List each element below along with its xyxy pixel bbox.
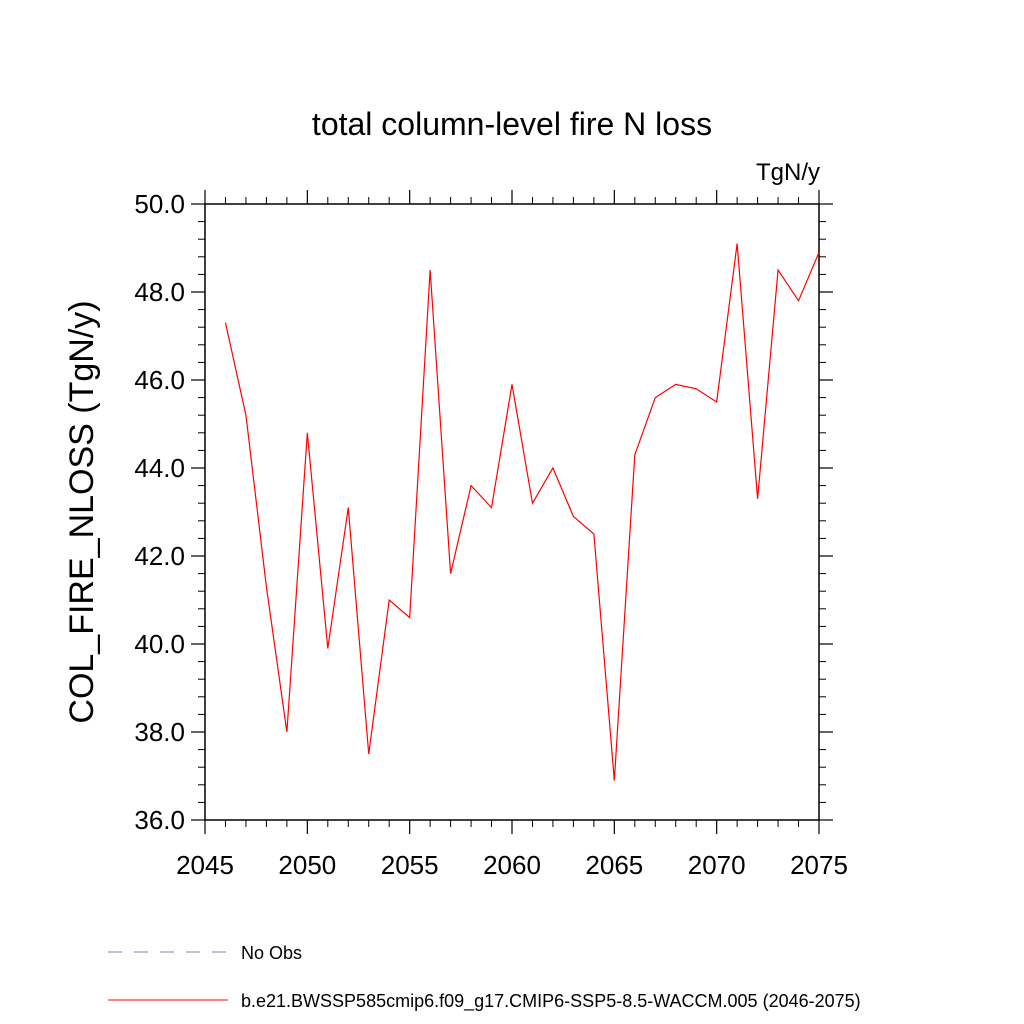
legend: No Obs b.e21.BWSSP585cmip6.f09_g17.CMIP6-… xyxy=(108,943,861,1012)
y-tick-label: 36.0 xyxy=(134,805,185,835)
legend-label: b.e21.BWSSP585cmip6.f09_g17.CMIP6-SSP5-8… xyxy=(241,991,861,1012)
chart-title: total column-level fire N loss xyxy=(312,106,712,142)
y-tick-label: 46.0 xyxy=(134,365,185,395)
legend-label: No Obs xyxy=(241,943,302,963)
y-tick-label: 40.0 xyxy=(134,629,185,659)
y-tick-label: 38.0 xyxy=(134,717,185,747)
x-tick-label: 2045 xyxy=(176,850,234,880)
x-tick-label: 2055 xyxy=(381,850,439,880)
x-tick-label: 2065 xyxy=(585,850,643,880)
y-axis-label: COL_FIRE_NLOSS (TgN/y) xyxy=(63,300,101,723)
axis-ticks xyxy=(191,190,833,834)
x-tick-label: 2070 xyxy=(688,850,746,880)
x-tick-label: 2050 xyxy=(278,850,336,880)
y-tick-label: 48.0 xyxy=(134,277,185,307)
series-line xyxy=(224,243,820,781)
axis-tick-labels: 2045 2050 2055 2060 2065 2070 2075 36.0 38.0 40.0… xyxy=(134,189,848,880)
data-series xyxy=(224,243,820,781)
x-tick-label: 2075 xyxy=(790,850,848,880)
y-tick-label: 50.0 xyxy=(134,189,185,219)
x-tick-label: 2060 xyxy=(483,850,541,880)
y-tick-label: 42.0 xyxy=(134,541,185,571)
plot-frame xyxy=(204,203,820,821)
chart-units: TgN/y xyxy=(756,159,820,186)
y-tick-label: 44.0 xyxy=(134,453,185,483)
